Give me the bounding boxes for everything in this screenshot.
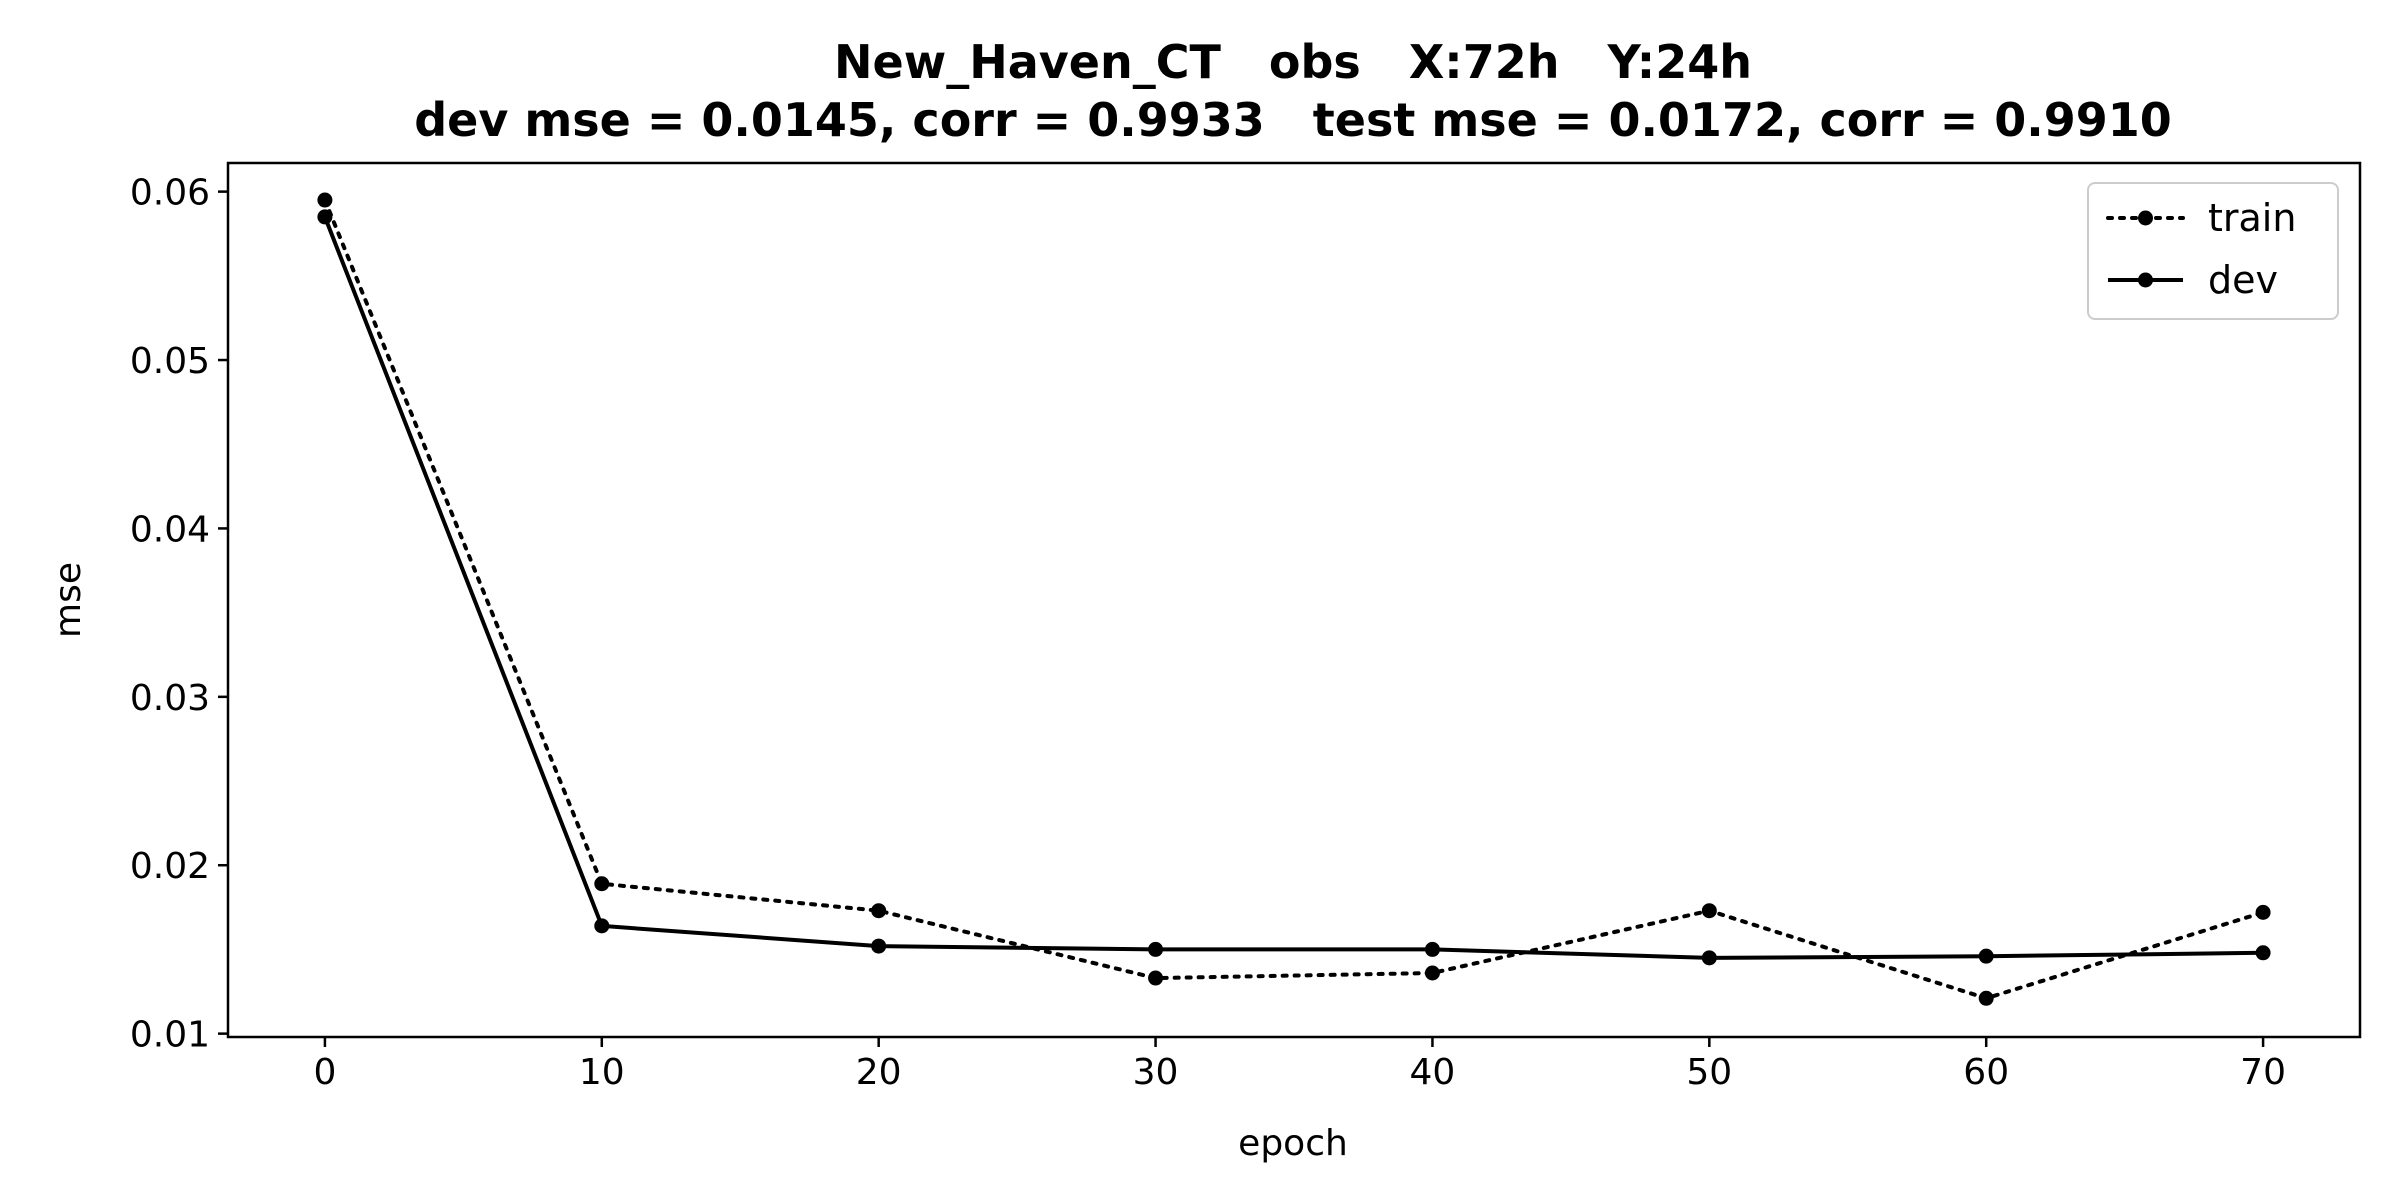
data-point-dev [594,918,610,934]
y-axis: 0.01 0.02 0.03 0.04 0.05 0.06 [130,173,228,1056]
data-point-train [594,876,610,892]
legend-marker-train [2138,210,2153,226]
x-tick-label: 50 [1686,1052,1732,1093]
y-tick-label: 0.05 [130,341,210,382]
y-tick-label: 0.04 [130,509,210,550]
y-tick-label: 0.01 [130,1015,210,1056]
data-point-train [871,903,887,919]
axes-frame [226,161,2362,1039]
data-point-dev [2255,945,2271,961]
legend: train dev [2087,182,2339,320]
chart-subtitle: dev mse = 0.0145, corr = 0.9933 test mse… [414,93,2172,147]
data-point-train [1424,965,1440,981]
x-tick-label: 0 [313,1052,336,1093]
data-point-dev [317,209,333,225]
x-tick-label: 70 [2240,1052,2286,1093]
x-tick-label: 20 [856,1052,902,1093]
data-point-dev [871,938,887,954]
data-point-dev [1424,941,1440,957]
series-line-train [322,198,2266,1001]
data-point-train [317,192,333,208]
x-tick-label: 30 [1133,1052,1179,1093]
data-point-train [1701,903,1717,919]
data-point-train [1148,970,1164,986]
plot-area [317,192,2271,1006]
y-tick-label: 0.06 [130,173,210,214]
series-line-dev [323,216,2264,960]
x-axis: 0 10 20 30 40 50 60 70 [313,1037,2286,1093]
data-point-dev [1978,948,1994,964]
legend-label-train: train [2208,196,2296,240]
legend-marker-dev [2138,272,2153,288]
x-tick-label: 60 [1963,1052,2009,1093]
data-point-train [1978,990,1994,1006]
y-tick-label: 0.03 [130,678,210,719]
y-tick-label: 0.02 [130,846,210,887]
x-tick-label: 40 [1410,1052,1456,1093]
y-axis-label: mse [48,562,89,638]
data-point-dev [1701,950,1717,966]
data-point-dev [1148,941,1164,957]
legend-label-dev: dev [2208,258,2278,302]
x-tick-label: 10 [579,1052,625,1093]
x-axis-label: epoch [1238,1123,1348,1164]
chart-title: New_Haven_CT obs X:72h Y:24h [834,35,1752,89]
data-point-train [2255,904,2271,920]
